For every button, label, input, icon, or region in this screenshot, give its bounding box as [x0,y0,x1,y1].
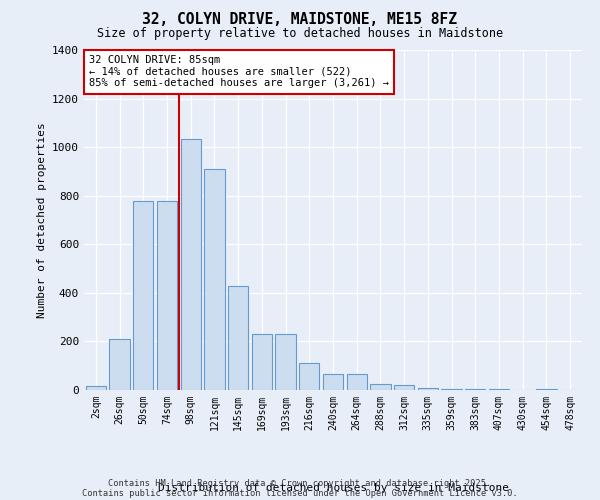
Bar [442,389,461,390]
Y-axis label: Number of detached properties: Number of detached properties [37,122,47,318]
Bar [394,385,414,390]
Bar [299,364,319,390]
X-axis label: Distribution of detached houses by size in Maidstone: Distribution of detached houses by size … [157,483,509,493]
Bar [228,286,248,390]
Bar [370,384,391,390]
Bar [157,200,177,390]
Bar [465,389,485,390]
Bar [275,334,296,390]
Bar [418,388,438,390]
Bar [323,374,343,390]
Bar [252,334,272,390]
Text: Contains HM Land Registry data © Crown copyright and database right 2025.: Contains HM Land Registry data © Crown c… [109,478,491,488]
Text: 32 COLYN DRIVE: 85sqm
← 14% of detached houses are smaller (522)
85% of semi-det: 32 COLYN DRIVE: 85sqm ← 14% of detached … [89,55,389,88]
Bar [86,386,106,390]
Bar [109,339,130,390]
Bar [133,200,154,390]
Text: 32, COLYN DRIVE, MAIDSTONE, ME15 8FZ: 32, COLYN DRIVE, MAIDSTONE, ME15 8FZ [143,12,458,28]
Text: Contains public sector information licensed under the Open Government Licence v3: Contains public sector information licen… [82,488,518,498]
Bar [205,169,224,390]
Text: Size of property relative to detached houses in Maidstone: Size of property relative to detached ho… [97,28,503,40]
Bar [347,374,367,390]
Bar [181,138,201,390]
